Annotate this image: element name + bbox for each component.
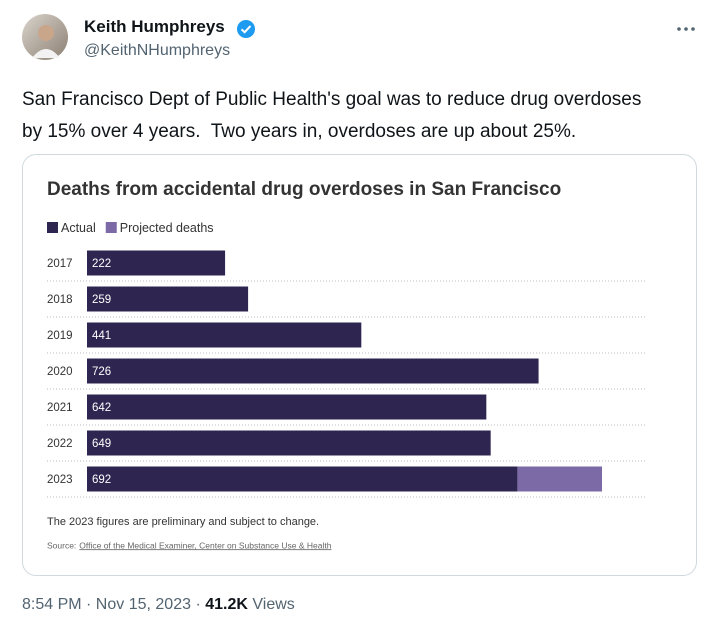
bar bbox=[517, 466, 603, 492]
y-tick-label: 2018 bbox=[47, 294, 73, 306]
legend-swatch bbox=[105, 222, 117, 233]
views-label: Views bbox=[252, 596, 295, 613]
media-card[interactable]: Deaths from accidental drug overdoses in… bbox=[22, 154, 697, 576]
author-name[interactable]: Keith Humphreys bbox=[84, 17, 225, 36]
chart-note: The 2023 figures are preliminary and sub… bbox=[47, 516, 319, 528]
bar bbox=[87, 430, 491, 456]
verified-badge bbox=[237, 20, 255, 38]
tweet-text: San Francisco Dept of Public Health's go… bbox=[22, 89, 642, 142]
author-handle[interactable]: @KeithNHumphreys bbox=[84, 42, 231, 59]
y-tick-label: 2021 bbox=[47, 402, 73, 414]
bar bbox=[87, 286, 249, 312]
legend-label: Actual bbox=[61, 221, 96, 235]
tweet-meta: 8:54 PM · Nov 15, 2023 · 41.2K Views bbox=[22, 596, 295, 614]
more-menu[interactable] bbox=[676, 24, 696, 34]
source-label: Source: bbox=[47, 540, 76, 550]
y-tick-label: 2022 bbox=[47, 438, 73, 450]
legend-swatch bbox=[47, 222, 58, 233]
avatar[interactable] bbox=[22, 14, 68, 60]
y-tick-label: 2023 bbox=[47, 474, 73, 486]
bar bbox=[87, 250, 226, 276]
bar bbox=[87, 358, 539, 384]
legend-label: Projected deaths bbox=[120, 221, 214, 235]
y-tick-label: 2019 bbox=[47, 330, 73, 342]
chart: Deaths from accidental drug overdoses in… bbox=[47, 179, 647, 550]
value-label: 649 bbox=[92, 438, 111, 450]
chart-title: Deaths from accidental drug overdoses in… bbox=[47, 179, 561, 200]
value-label: 259 bbox=[92, 294, 111, 306]
bar bbox=[87, 322, 362, 348]
separator: · bbox=[195, 596, 201, 613]
view-count: 41.2K bbox=[205, 596, 248, 613]
value-label: 222 bbox=[92, 258, 111, 270]
y-tick-label: 2017 bbox=[47, 258, 73, 270]
source-link: Office of the Medical Examiner, Center o… bbox=[79, 540, 331, 550]
value-label: 642 bbox=[92, 402, 111, 414]
value-label: 441 bbox=[92, 330, 111, 342]
y-tick-label: 2020 bbox=[47, 366, 73, 378]
bar bbox=[87, 466, 518, 492]
value-label: 726 bbox=[92, 366, 111, 378]
bar bbox=[87, 394, 487, 420]
timestamp[interactable]: 8:54 PM · Nov 15, 2023 bbox=[22, 596, 191, 613]
value-label: 692 bbox=[92, 474, 111, 486]
